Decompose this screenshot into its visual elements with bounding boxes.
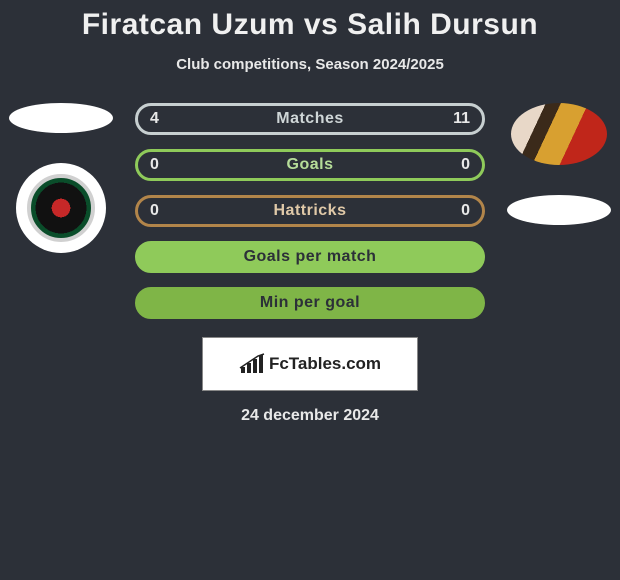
right-ellipse-placeholder [507, 195, 611, 225]
stat-label: Hattricks [274, 202, 347, 220]
brand-footer-box: FcTables.com [202, 337, 418, 391]
bar-chart-icon [239, 353, 265, 375]
stat-bar-goals-per-match: Goals per match [135, 241, 485, 273]
stat-left-value: 4 [150, 110, 159, 128]
stat-right-value: 11 [453, 110, 470, 128]
stat-bars: 4 Matches 11 0 Goals 0 0 Hattricks 0 Goa… [135, 103, 485, 319]
stat-bar-matches: 4 Matches 11 [135, 103, 485, 135]
page-title: Firatcan Uzum vs Salih Dursun [0, 0, 620, 42]
stat-right-value: 0 [461, 156, 470, 174]
left-column [6, 103, 116, 253]
stat-bar-hattricks: 0 Hattricks 0 [135, 195, 485, 227]
stat-right-value: 0 [461, 202, 470, 220]
stat-label: Matches [276, 110, 344, 128]
brand-text: FcTables.com [269, 354, 381, 374]
left-ellipse-placeholder [9, 103, 113, 133]
club-badge-inner [27, 174, 95, 242]
comparison-main: 4 Matches 11 0 Goals 0 0 Hattricks 0 Goa… [0, 103, 620, 425]
stat-left-value: 0 [150, 156, 159, 174]
subtitle: Club competitions, Season 2024/2025 [0, 56, 620, 73]
date-line: 24 december 2024 [0, 407, 620, 425]
stat-bar-min-per-goal: Min per goal [135, 287, 485, 319]
right-column [504, 103, 614, 225]
stat-label: Min per goal [260, 294, 360, 312]
player-photo-right [511, 103, 607, 165]
stat-left-value: 0 [150, 202, 159, 220]
stat-label: Goals per match [244, 248, 377, 266]
stat-bar-goals: 0 Goals 0 [135, 149, 485, 181]
stat-label: Goals [287, 156, 334, 174]
club-badge-left [16, 163, 106, 253]
